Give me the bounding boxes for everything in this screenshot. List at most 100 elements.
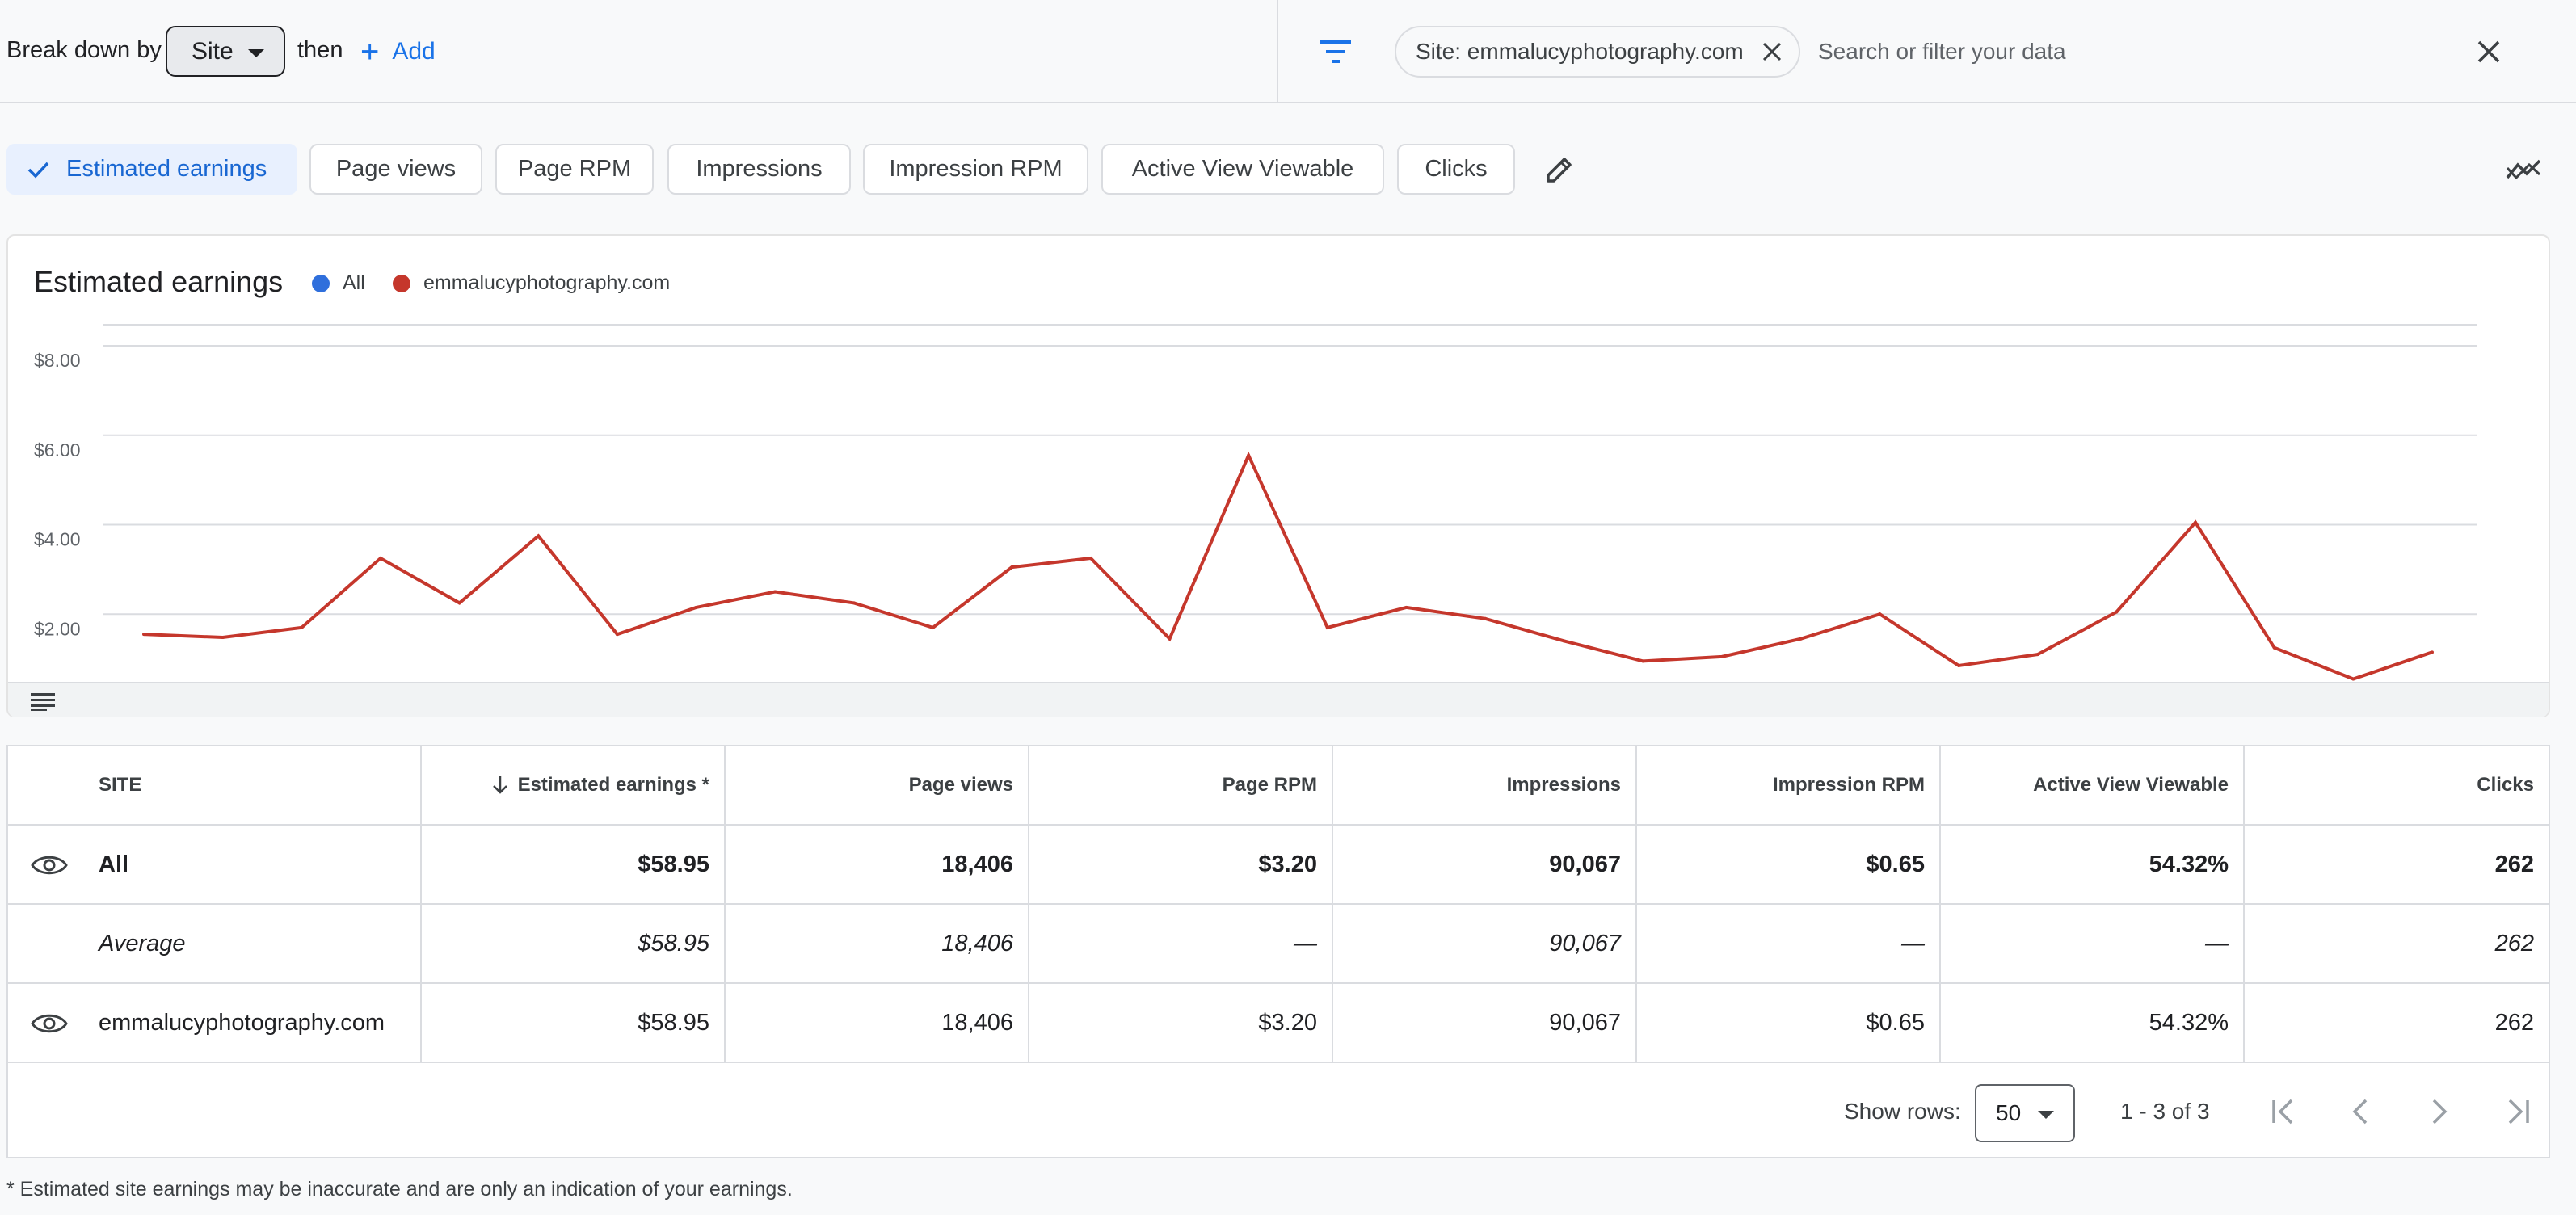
table-row-site[interactable]: emmalucyphotography.com $58.95 18,406 $3… [8,984,2549,1063]
dropdown-caret-icon [248,49,264,57]
column-header-label: Active View Viewable [2033,774,2229,796]
y-tick-label: $2.00 [34,618,81,639]
then-label: then [297,37,343,63]
cell-estimated-earnings: $58.95 [422,905,726,982]
metric-chip-impression-rpm[interactable]: Impression RPM [863,144,1088,195]
show-rows-label: Show rows: [1844,1099,1961,1124]
data-point [2115,610,2119,614]
column-header-label: Page RPM [1222,774,1317,796]
data-point [773,590,777,594]
search-input[interactable] [1818,29,2432,74]
previous-page-icon[interactable] [2345,1095,2377,1128]
metric-chip-label: Clicks [1425,156,1488,182]
column-header-active-view-viewable[interactable]: Active View Viewable [1941,746,2245,824]
data-point [1957,663,1961,667]
data-point [1484,616,1488,620]
pagination-range-label: 1 - 3 of 3 [2120,1099,2210,1124]
close-icon[interactable] [2473,36,2505,68]
cell-impressions: 90,067 [1333,905,1637,982]
cell-page-views: 18,406 [726,905,1029,982]
metric-chip-estimated-earnings[interactable]: Estimated earnings [6,144,297,195]
sort-descending-icon [492,776,507,794]
site-filter-chip-label: Site: emmalucyphotography.com [1416,39,1744,64]
column-header-estimated-earnings[interactable]: Estimated earnings * [422,746,726,824]
data-point [1878,612,1882,616]
cell-page-rpm: — [1029,905,1333,982]
edit-pencil-icon[interactable] [1543,153,1576,186]
cell-estimated-earnings: $58.95 [422,984,726,1062]
y-tick-label: $8.00 [34,350,81,371]
column-header-label: Impressions [1506,774,1621,796]
visibility-eye-icon[interactable] [31,853,68,877]
data-point [1325,625,1329,629]
first-page-icon[interactable] [2267,1095,2300,1128]
data-point [2272,645,2276,650]
cell-impression-rpm: $0.65 [1637,826,1941,903]
site-filter-chip[interactable]: Site: emmalucyphotography.com [1395,26,1800,78]
compare-trend-icon[interactable] [2505,153,2542,186]
check-icon [27,162,49,179]
metric-chip-active-view-viewable[interactable]: Active View Viewable [1101,144,1384,195]
pagination-bar: Show rows: 50 1 - 3 of 3 [8,1065,2549,1157]
data-point [1799,637,1803,641]
cell-impression-rpm: $0.65 [1637,984,1941,1062]
next-page-icon[interactable] [2422,1095,2455,1128]
cell-active-view-viewable: 54.32% [1941,984,2245,1062]
metric-chip-label: Page RPM [517,156,632,182]
y-tick-label: $4.00 [34,529,81,550]
chart-menu-icon[interactable] [31,692,55,711]
last-page-icon[interactable] [2502,1095,2534,1128]
legend-item-site[interactable]: emmalucyphotography.com [393,271,670,295]
column-header-impressions[interactable]: Impressions [1333,746,1637,824]
cell-impressions: 90,067 [1333,826,1637,903]
plus-icon: + [360,34,380,69]
cell-site: Average [8,905,422,982]
data-point [1720,654,1724,658]
add-breakdown-label: Add [392,38,436,65]
dropdown-caret-icon [2038,1111,2054,1119]
legend-label: emmalucyphotography.com [423,271,671,294]
table-row-all[interactable]: All $58.95 18,406 $3.20 90,067 $0.65 54.… [8,826,2549,905]
column-header-clicks[interactable]: Clicks [2245,746,2549,824]
legend-dot-icon [312,274,330,292]
column-header-impression-rpm[interactable]: Impression RPM [1637,746,1941,824]
cell-estimated-earnings: $58.95 [422,826,726,903]
earnings-chart-card: Estimated earnings All emmalucyphotograp… [6,234,2550,717]
data-point [852,601,856,605]
chart-title: Estimated earnings [34,265,284,298]
cell-active-view-viewable: — [1941,905,2245,982]
filter-icon[interactable] [1319,37,1353,66]
cell-clicks: 262 [2494,851,2534,877]
earnings-line-chart: $2.00$4.00$6.00$8.00Sep 1Sep 3Sep 5Sep 7… [34,324,2477,681]
remove-filter-icon[interactable] [1760,40,1784,64]
data-point [142,633,145,637]
cell-impressions: 90,067 [1333,984,1637,1062]
metric-chip-clicks[interactable]: Clicks [1397,144,1515,195]
series-line [143,451,2433,681]
data-point [1010,565,1014,570]
metric-chip-label: Active View Viewable [1131,156,1354,182]
metric-chip-label: Impression RPM [889,156,1063,182]
column-header-label: Clicks [2477,774,2534,796]
breakdown-toolbar: Break down by Site then + Add Site: emma… [0,0,2576,103]
x-axis-strip [8,682,2549,717]
metric-chip-impressions[interactable]: Impressions [667,144,851,195]
rows-per-page-select[interactable]: 50 [1975,1084,2075,1142]
visibility-eye-icon[interactable] [31,1011,68,1036]
data-point [2035,653,2039,657]
column-header-page-rpm[interactable]: Page RPM [1029,746,1333,824]
y-tick-label: $6.00 [34,439,81,460]
breakdown-select[interactable]: Site [166,26,285,77]
metric-chip-page-rpm[interactable]: Page RPM [495,144,654,195]
legend-item-all[interactable]: All [312,271,365,295]
metric-chip-page-views[interactable]: Page views [309,144,482,195]
data-point [1247,453,1251,457]
breakdown-select-value: Site [192,37,234,65]
report-table: SITE Estimated earnings * Page views Pag… [6,745,2550,1158]
column-header-page-views[interactable]: Page views [726,746,1029,824]
column-header-site[interactable]: SITE [8,746,422,824]
breakdown-label: Break down by [6,37,162,63]
data-point [537,534,541,538]
add-breakdown-button[interactable]: + Add [360,32,436,71]
data-point [1404,605,1408,609]
